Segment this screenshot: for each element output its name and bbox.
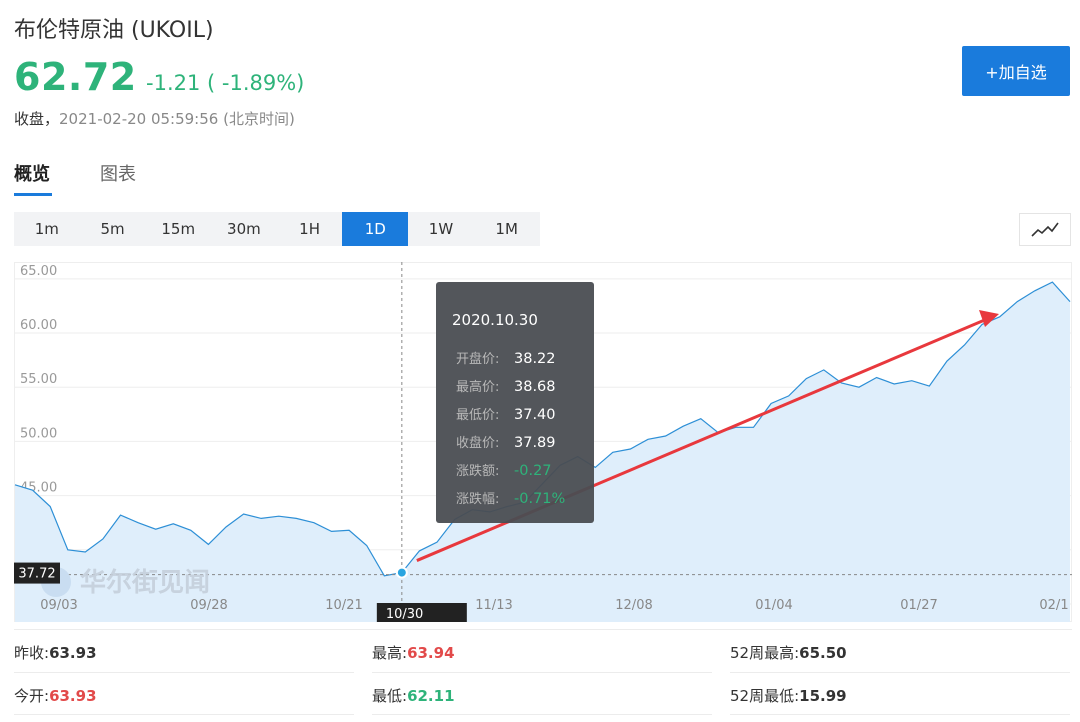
crosshair-date-box [376, 603, 467, 622]
x-tick-label: 01/27 [900, 598, 937, 613]
period-selector: 1m 5m 15m 30m 1H 1D 1W 1M [14, 212, 540, 246]
week52-high: 52周最高:65.50 [730, 644, 847, 662]
status-label: 收盘， [14, 110, 60, 128]
tooltip-label: 最低价: [456, 408, 499, 423]
market-status: 收盘，2021-02-20 05:59:56 (北京时间) [14, 108, 295, 129]
divider [372, 672, 712, 673]
tooltip-value: 38.68 [514, 379, 556, 395]
day-low: 最低:62.11 [372, 687, 455, 705]
tooltip-value: 37.89 [514, 435, 556, 451]
divider [730, 672, 1070, 673]
price-chart[interactable]: 65.0060.0055.0050.0045.0040.0035.0009/03… [14, 262, 1072, 622]
x-tick-label: 02/1 [1039, 598, 1068, 613]
tooltip-label: 最高价: [456, 379, 499, 395]
y-tick-label: 65.00 [20, 264, 57, 279]
crosshair-date-label: 10/30 [386, 607, 423, 622]
day-high: 最高:63.94 [372, 644, 455, 662]
add-watchlist-button[interactable]: +加自选 [962, 46, 1070, 96]
instrument-title: 布伦特原油 (UKOIL) [14, 18, 214, 43]
x-tick-label: 11/13 [475, 598, 512, 613]
tooltip-value: -0.27 [514, 463, 552, 479]
period-1d[interactable]: 1D [342, 212, 409, 246]
period-5m[interactable]: 5m [100, 220, 125, 238]
tooltip-value: 37.40 [514, 407, 556, 423]
divider [372, 714, 712, 715]
price-area [15, 282, 1070, 622]
week52-low: 52周最低:15.99 [730, 687, 847, 705]
period-1w[interactable]: 1W [428, 220, 454, 238]
price-change: -1.21 ( -1.89%) [146, 71, 305, 95]
chart-type-button[interactable] [1019, 213, 1071, 246]
tooltip-value: -0.71% [514, 491, 565, 507]
tooltip-value: 38.22 [514, 351, 556, 367]
y-tick-label: 50.00 [20, 426, 57, 441]
divider [730, 714, 1070, 715]
status-time: 2021-02-20 05:59:56 (北京时间) [59, 110, 295, 128]
x-tick-label: 09/03 [40, 598, 77, 613]
line-chart-icon [1031, 222, 1059, 237]
period-15m[interactable]: 15m [161, 220, 196, 238]
period-1m[interactable]: 1m [34, 220, 59, 238]
divider [14, 672, 354, 673]
trend-arrow-head-icon [979, 310, 999, 327]
tab-overview[interactable]: 概览 [14, 164, 50, 185]
crosshair-price-label: 37.72 [18, 567, 55, 582]
x-tick-label: 10/21 [325, 598, 362, 613]
tooltip-label: 开盘价: [456, 351, 499, 367]
tooltip-label: 收盘价: [456, 435, 499, 451]
period-30m[interactable]: 30m [227, 220, 261, 238]
tooltip-label: 涨跌幅: [456, 491, 499, 507]
x-tick-label: 09/28 [190, 598, 227, 613]
divider [14, 629, 1072, 630]
ohlc-tooltip [436, 282, 594, 523]
y-tick-label: 60.00 [20, 318, 57, 333]
period-1h[interactable]: 1H [299, 220, 320, 238]
crosshair-price-box [14, 562, 60, 584]
tooltip-date: 2020.10.30 [452, 311, 538, 329]
today-open: 今开:63.93 [14, 687, 97, 705]
y-tick-label: 55.00 [20, 372, 57, 387]
x-tick-label: 12/08 [615, 598, 652, 613]
active-tab-indicator [14, 193, 52, 196]
last-price: 62.72 [14, 55, 137, 99]
x-tick-label: 01/04 [755, 598, 792, 613]
watermark-text: 华尔街见闻 [80, 567, 210, 598]
price-chart-svg: 65.0060.0055.0050.0045.0040.0035.0009/03… [14, 262, 1072, 622]
crosshair-point [395, 566, 408, 579]
prev-close: 昨收:63.93 [14, 644, 97, 662]
tab-chart[interactable]: 图表 [100, 164, 136, 185]
divider [14, 714, 354, 715]
period-1mo[interactable]: 1M [495, 220, 518, 238]
tooltip-label: 涨跌额: [456, 463, 499, 479]
